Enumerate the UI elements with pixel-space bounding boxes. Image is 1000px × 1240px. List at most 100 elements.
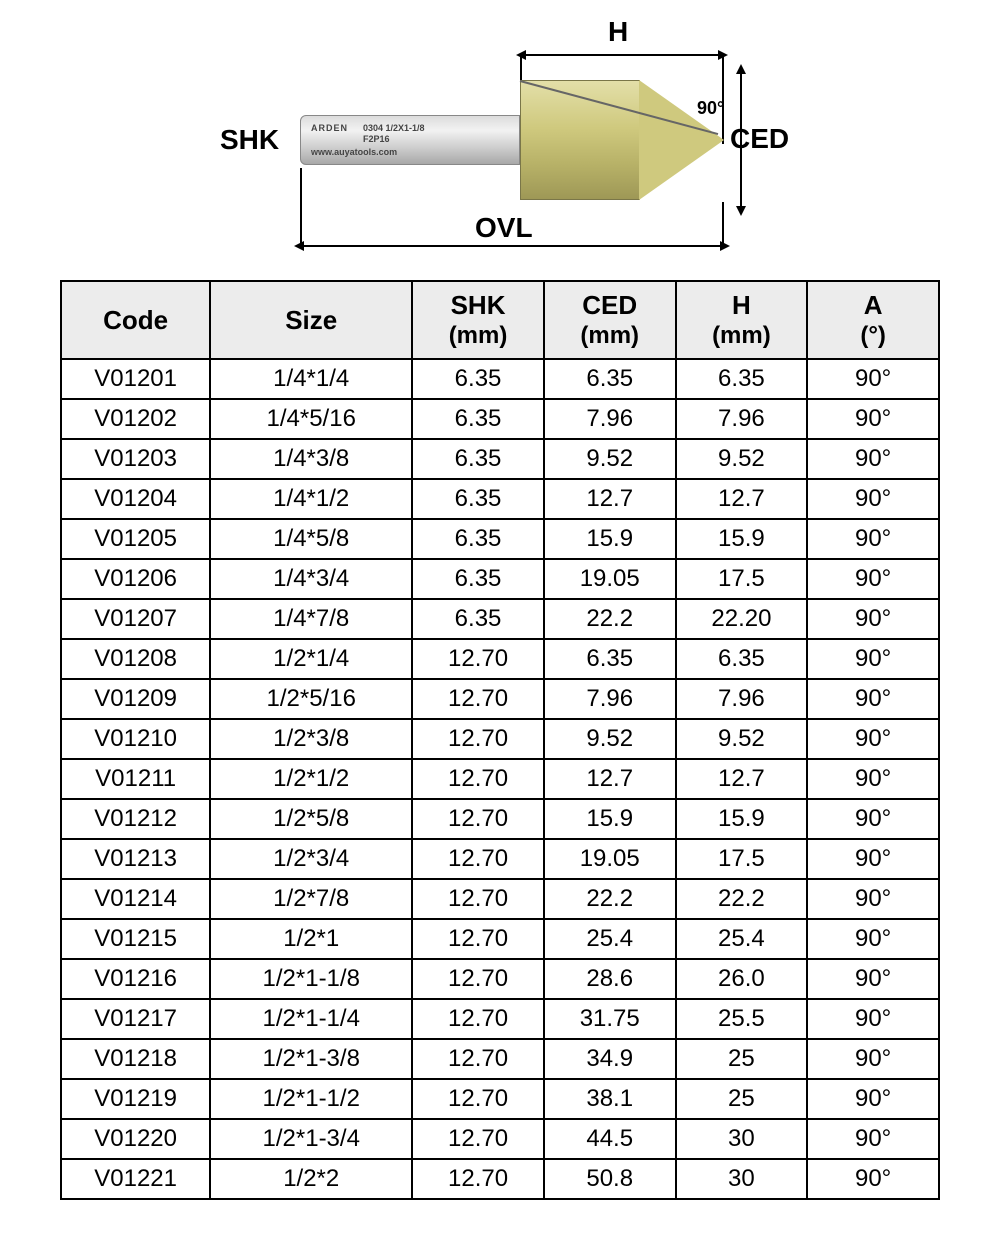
cell-h: 15.9 [676, 799, 808, 839]
cell-ced: 7.96 [544, 679, 676, 719]
cell-shk: 6.35 [412, 439, 544, 479]
cell-a: 90° [807, 359, 939, 399]
spec-table-body: V012011/4*1/46.356.356.3590°V012021/4*5/… [61, 359, 939, 1199]
cell-ced: 22.2 [544, 879, 676, 919]
cell-code: V01204 [61, 479, 210, 519]
dim-ced-line [740, 70, 742, 210]
label-ced: CED [730, 123, 789, 155]
cell-code: V01203 [61, 439, 210, 479]
cell-h: 30 [676, 1159, 808, 1199]
cell-h: 17.5 [676, 559, 808, 599]
cell-ced: 19.05 [544, 559, 676, 599]
cell-a: 90° [807, 519, 939, 559]
cell-h: 22.2 [676, 879, 808, 919]
table-row: V012121/2*5/812.7015.915.990° [61, 799, 939, 839]
cell-size: 1/2*3/8 [210, 719, 412, 759]
cell-code: V01217 [61, 999, 210, 1039]
cell-h: 6.35 [676, 359, 808, 399]
cell-a: 90° [807, 1159, 939, 1199]
cell-ced: 31.75 [544, 999, 676, 1039]
batch-text: F2P16 [363, 135, 390, 145]
spec-table-head: CodeSizeSHK(mm)CED(mm)H(mm)A(°) [61, 281, 939, 359]
cell-a: 90° [807, 759, 939, 799]
cell-size: 1/4*1/2 [210, 479, 412, 519]
cell-code: V01206 [61, 559, 210, 599]
cell-a: 90° [807, 959, 939, 999]
cell-ced: 28.6 [544, 959, 676, 999]
col-header-h: H(mm) [676, 281, 808, 359]
label-angle: 90° [697, 98, 724, 119]
cell-h: 25 [676, 1039, 808, 1079]
cell-h: 25 [676, 1079, 808, 1119]
cell-shk: 6.35 [412, 399, 544, 439]
cell-ced: 38.1 [544, 1079, 676, 1119]
cell-size: 1/2*5/16 [210, 679, 412, 719]
cell-shk: 6.35 [412, 479, 544, 519]
cell-size: 1/4*1/4 [210, 359, 412, 399]
cell-h: 25.4 [676, 919, 808, 959]
table-row: V012061/4*3/46.3519.0517.590° [61, 559, 939, 599]
cell-code: V01218 [61, 1039, 210, 1079]
label-shk: SHK [220, 124, 279, 156]
cell-code: V01209 [61, 679, 210, 719]
cell-code: V01208 [61, 639, 210, 679]
table-row: V012111/2*1/212.7012.712.790° [61, 759, 939, 799]
model-text: 0304 1/2X1-1/8 [363, 124, 425, 134]
cell-ced: 15.9 [544, 519, 676, 559]
spec-table: CodeSizeSHK(mm)CED(mm)H(mm)A(°) V012011/… [60, 280, 940, 1200]
cell-ced: 6.35 [544, 639, 676, 679]
col-header-code: Code [61, 281, 210, 359]
shank: ARDEN 0304 1/2X1-1/8 F2P16 www.auyatools… [300, 115, 520, 165]
cell-size: 1/2*1-1/8 [210, 959, 412, 999]
cell-ced: 9.52 [544, 439, 676, 479]
cell-size: 1/2*7/8 [210, 879, 412, 919]
table-row: V012041/4*1/26.3512.712.790° [61, 479, 939, 519]
cell-a: 90° [807, 919, 939, 959]
cell-shk: 6.35 [412, 559, 544, 599]
cell-code: V01220 [61, 1119, 210, 1159]
cell-shk: 6.35 [412, 599, 544, 639]
cell-a: 90° [807, 1039, 939, 1079]
url-text: www.auyatools.com [311, 148, 397, 158]
cell-h: 15.9 [676, 519, 808, 559]
cell-size: 1/2*5/8 [210, 799, 412, 839]
cell-shk: 12.70 [412, 639, 544, 679]
table-row: V012181/2*1-3/812.7034.92590° [61, 1039, 939, 1079]
cell-h: 6.35 [676, 639, 808, 679]
brand-text: ARDEN [311, 124, 348, 134]
cell-h: 9.52 [676, 439, 808, 479]
arrow-icon [736, 64, 746, 74]
cell-code: V01211 [61, 759, 210, 799]
cell-ced: 25.4 [544, 919, 676, 959]
cell-size: 1/2*1-3/4 [210, 1119, 412, 1159]
cell-ced: 7.96 [544, 399, 676, 439]
cell-code: V01215 [61, 919, 210, 959]
cell-shk: 12.70 [412, 919, 544, 959]
ext-line [300, 168, 302, 248]
cell-size: 1/2*1-3/8 [210, 1039, 412, 1079]
cell-a: 90° [807, 1119, 939, 1159]
arrow-icon [736, 206, 746, 216]
cell-shk: 12.70 [412, 679, 544, 719]
ext-line [722, 202, 724, 248]
cell-ced: 12.7 [544, 479, 676, 519]
cell-size: 1/2*1-1/4 [210, 999, 412, 1039]
cell-h: 22.20 [676, 599, 808, 639]
cell-h: 12.7 [676, 759, 808, 799]
cell-code: V01201 [61, 359, 210, 399]
table-row: V012091/2*5/1612.707.967.9690° [61, 679, 939, 719]
cell-shk: 12.70 [412, 959, 544, 999]
cell-code: V01216 [61, 959, 210, 999]
table-row: V012011/4*1/46.356.356.3590° [61, 359, 939, 399]
cell-size: 1/2*1/4 [210, 639, 412, 679]
table-row: V012131/2*3/412.7019.0517.590° [61, 839, 939, 879]
cell-a: 90° [807, 679, 939, 719]
table-row: V012171/2*1-1/412.7031.7525.590° [61, 999, 939, 1039]
cell-size: 1/4*3/4 [210, 559, 412, 599]
cell-shk: 12.70 [412, 1039, 544, 1079]
table-row: V012191/2*1-1/212.7038.12590° [61, 1079, 939, 1119]
dim-h-line [520, 54, 724, 56]
table-row: V012141/2*7/812.7022.222.290° [61, 879, 939, 919]
col-header-ced: CED(mm) [544, 281, 676, 359]
cell-size: 1/2*1/2 [210, 759, 412, 799]
